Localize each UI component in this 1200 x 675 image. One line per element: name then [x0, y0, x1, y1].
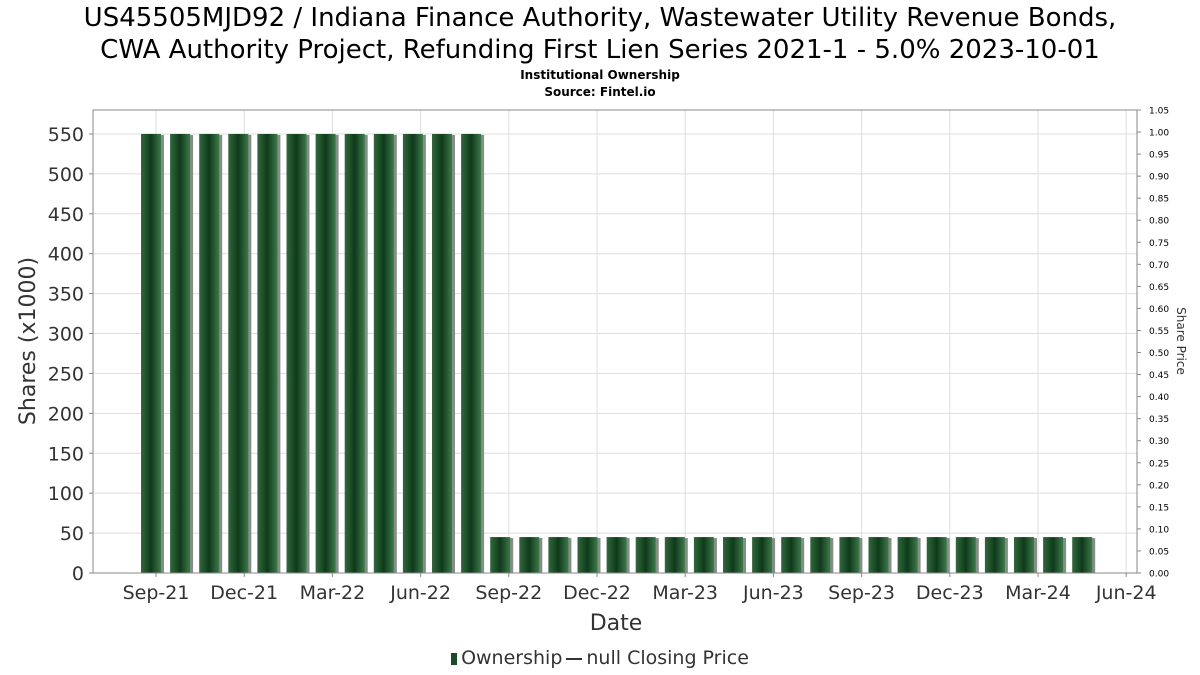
x-tick-label: Jun-23 — [742, 582, 804, 604]
chart-title-line-2: CWA Authority Project, Refunding First L… — [100, 35, 1100, 65]
bar-ownership — [315, 133, 336, 573]
y2-tick-label: 0.15 — [1149, 503, 1169, 513]
y-tick-label: 500 — [48, 164, 84, 186]
x-tick-label: Dec-23 — [916, 582, 984, 604]
bar-ownership — [373, 133, 394, 573]
x-tick-label: Sep-23 — [828, 582, 895, 604]
y-tick-label: 50 — [60, 523, 84, 545]
y2-tick-label: 0.05 — [1149, 547, 1169, 557]
bar-ownership — [141, 133, 161, 573]
y2-tick-label: 1.05 — [1149, 107, 1169, 117]
y2-axis-label: Share Price — [1174, 307, 1188, 375]
y2-tick-label: 0.10 — [1149, 525, 1169, 535]
bar-ownership — [810, 537, 831, 573]
y2-tick-label: 0.50 — [1149, 349, 1169, 359]
x-tick-label: Mar-23 — [652, 582, 718, 604]
y2-tick-label: 0.55 — [1149, 327, 1169, 337]
y2-tick-label: 0.40 — [1149, 393, 1169, 403]
bar-ownership — [752, 537, 773, 573]
bar-ownership — [1072, 537, 1093, 573]
bar-ownership — [635, 537, 656, 573]
bar-ownership — [693, 537, 714, 573]
chart-title-line-1: US45505MJD92 / Indiana Finance Authority… — [83, 3, 1117, 33]
bar-ownership — [461, 133, 482, 573]
y-tick-label: 450 — [48, 204, 84, 226]
y2-tick-label: 0.85 — [1149, 195, 1169, 205]
y-axis-label: Shares (x1000) — [16, 257, 41, 425]
y2-tick-label: 0.75 — [1149, 239, 1169, 249]
bar-ownership — [519, 537, 540, 573]
bar-ownership — [490, 537, 511, 573]
y2-tick-label: 0.25 — [1149, 459, 1169, 469]
y-tick-label: 200 — [48, 403, 84, 425]
bar-ownership — [286, 133, 307, 573]
x-tick-label: Mar-22 — [300, 582, 366, 604]
y2-tick-label: 0.90 — [1149, 173, 1169, 183]
y2-tick-label: 0.65 — [1149, 283, 1169, 293]
y-tick-label: 250 — [48, 363, 84, 385]
x-axis-label: Date — [590, 611, 643, 636]
y2-tick-label: 0.80 — [1149, 217, 1169, 227]
y-axis-ticks: 0 50 100 150 200 250 300 350 400 450 500 550 — [48, 124, 93, 585]
bar-ownership — [228, 133, 249, 573]
y2-tick-label: 1.00 — [1149, 129, 1169, 139]
bar-ownership — [432, 133, 452, 573]
y2-tick-label: 0.20 — [1149, 481, 1169, 491]
bar-ownership — [402, 133, 423, 573]
y-tick-label: 550 — [48, 124, 84, 146]
legend-ownership-swatch — [451, 652, 458, 665]
bar-ownership — [606, 537, 627, 573]
y-tick-label: 400 — [48, 244, 84, 266]
bar-ownership — [1014, 537, 1034, 573]
x-tick-label: Dec-22 — [563, 582, 631, 604]
legend-ownership-label: Ownership — [461, 647, 563, 669]
bar-ownership — [984, 537, 1005, 573]
bar-ownership — [257, 133, 278, 573]
y2-tick-label: 0.35 — [1149, 415, 1169, 425]
x-axis-ticks: Sep-21 Dec-21 Mar-22 Jun-22 Sep-22 Dec-22 Mar-… — [123, 573, 1157, 604]
bar-ownership — [664, 537, 685, 573]
plot-frame — [92, 109, 1138, 574]
bar-ownership — [868, 537, 889, 573]
x-tick-label: Jun-24 — [1095, 582, 1157, 604]
y2-axis-ticks: 0.00 0.05 0.10 0.15 0.20 0.25 0.30 0.35 0.40 0.45… — [1137, 107, 1169, 580]
y-tick-label: 150 — [48, 443, 84, 465]
bar-ownership — [781, 537, 802, 573]
bar-ownership — [1043, 537, 1064, 573]
x-tick-label: Sep-21 — [123, 582, 190, 604]
bar-ownership — [344, 133, 365, 573]
x-tick-label: Dec-21 — [210, 582, 278, 604]
y2-tick-label: 0.60 — [1149, 305, 1169, 315]
bars — [141, 133, 1096, 573]
bar-ownership — [577, 537, 598, 573]
chart-subtitle-line-2: Source: Fintel.io — [544, 85, 656, 99]
y-tick-label: 300 — [48, 324, 84, 346]
x-tick-label: Mar-24 — [1005, 582, 1071, 604]
bar-ownership — [548, 537, 569, 573]
bar-ownership — [926, 537, 947, 573]
bar-ownership — [897, 537, 918, 573]
bar-ownership — [839, 537, 860, 573]
y2-tick-label: 0.70 — [1149, 261, 1169, 271]
x-tick-label: Jun-22 — [389, 582, 451, 604]
legend-price-label: null Closing Price — [586, 647, 749, 669]
bar-ownership — [199, 133, 220, 573]
bar-ownership — [723, 537, 743, 573]
y-tick-label: 0 — [72, 563, 84, 585]
y2-tick-label: 0.30 — [1149, 437, 1169, 447]
y2-tick-label: 0.00 — [1149, 570, 1169, 580]
x-tick-label: Sep-22 — [475, 582, 542, 604]
chart-subtitle-line-1: Institutional Ownership — [520, 68, 680, 82]
legend-price-line — [566, 657, 583, 660]
bar-ownership — [170, 133, 191, 573]
bar-ownership — [955, 537, 976, 573]
y2-tick-label: 0.95 — [1149, 151, 1169, 161]
y2-tick-label: 0.45 — [1149, 371, 1169, 381]
y-tick-label: 100 — [48, 483, 84, 505]
legend: Ownership null Closing Price — [0, 647, 1200, 669]
y-tick-label: 350 — [48, 284, 84, 306]
